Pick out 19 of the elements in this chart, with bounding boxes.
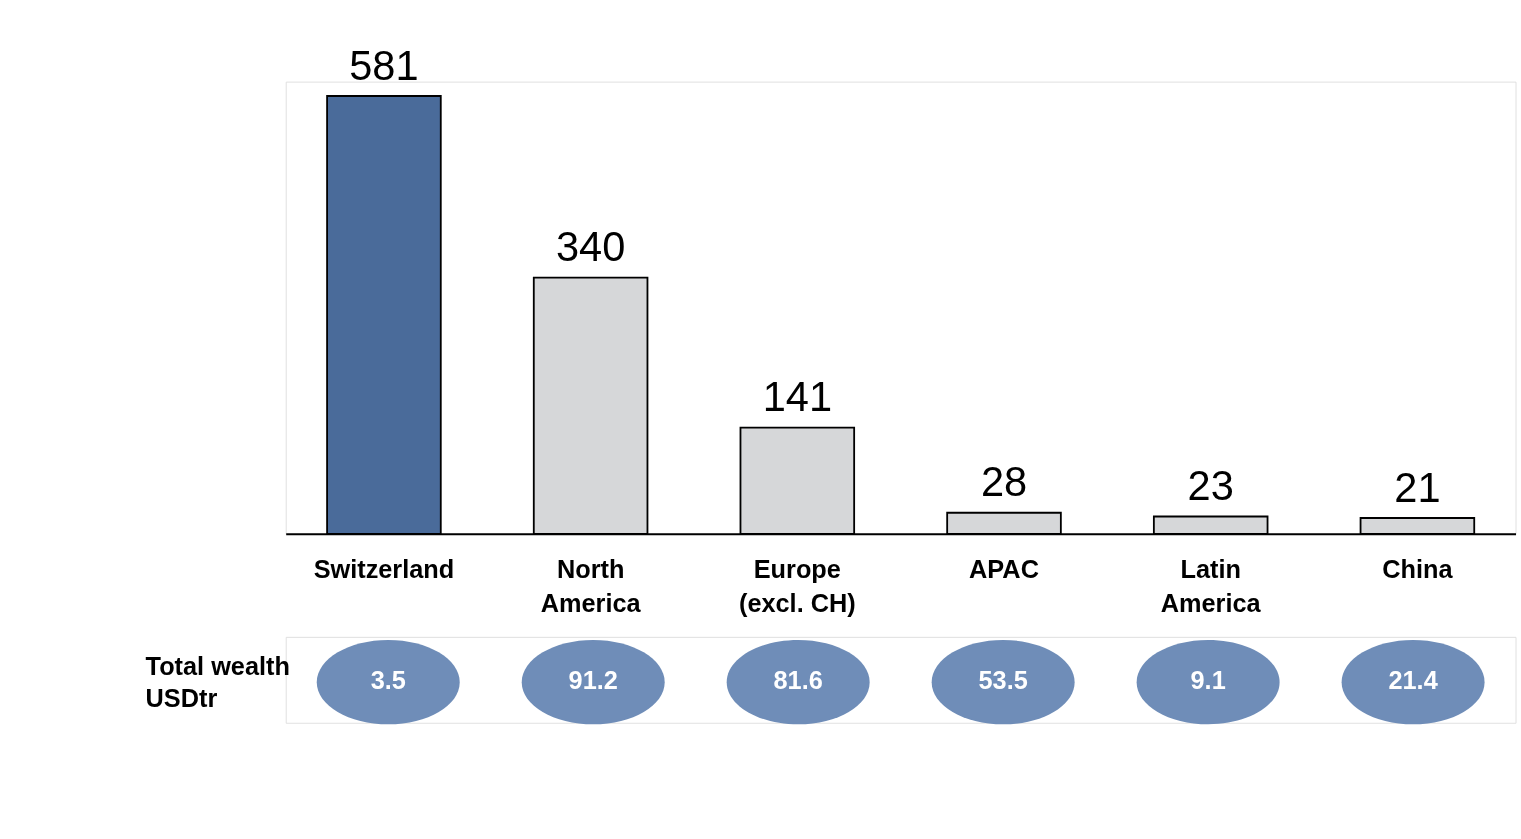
data-label: 91.2	[568, 666, 618, 695]
x-tick-label: Europe (excl. CH)	[738, 554, 856, 618]
x-tick-label: China	[1382, 554, 1454, 583]
x-tick-label: North America	[540, 554, 642, 618]
data-label: 23	[1187, 462, 1234, 510]
x-tick-label: APAC	[969, 554, 1039, 583]
x-tick-label: Latin America	[1160, 554, 1262, 618]
data-label: 3.5	[370, 666, 406, 695]
data-label: 81.6	[773, 666, 823, 695]
text: Total wealth USDtr	[145, 651, 290, 713]
data-label: 53.5	[978, 666, 1028, 695]
x-tick-label: Switzerland	[313, 554, 455, 583]
data-label: 340	[555, 223, 626, 271]
data-label: 141	[762, 373, 832, 421]
data-label: 21.4	[1388, 666, 1438, 695]
data-label: 581	[349, 41, 419, 89]
data-label: 9.1	[1190, 666, 1226, 695]
data-label: 28	[980, 458, 1028, 506]
data-label: 21	[1394, 463, 1441, 511]
